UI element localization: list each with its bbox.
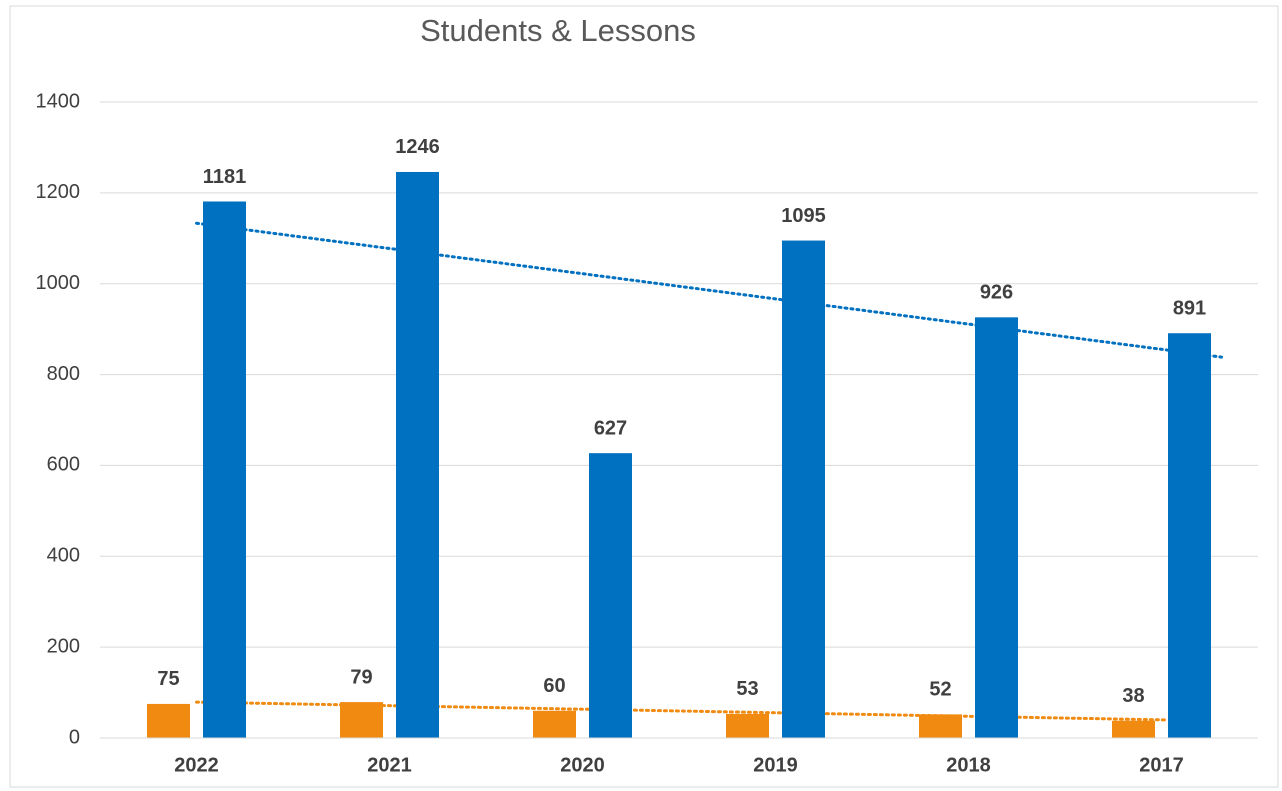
bar bbox=[1168, 333, 1211, 738]
data-label: 1095 bbox=[781, 205, 826, 227]
y-tick-label: 1200 bbox=[36, 181, 81, 203]
chart-frame bbox=[9, 5, 1279, 788]
x-tick-label: 2022 bbox=[174, 754, 219, 776]
y-tick-label: 600 bbox=[47, 454, 80, 476]
x-tick-label: 2018 bbox=[946, 754, 991, 776]
data-label: 52 bbox=[929, 679, 951, 701]
data-label: 926 bbox=[980, 282, 1013, 304]
y-tick-label: 800 bbox=[47, 363, 80, 385]
bar bbox=[1112, 720, 1155, 738]
y-tick-label: 1400 bbox=[36, 90, 81, 112]
data-label: 891 bbox=[1173, 298, 1206, 320]
y-tick-label: 400 bbox=[47, 545, 80, 567]
bar bbox=[147, 703, 190, 738]
data-label: 53 bbox=[736, 678, 758, 700]
x-tick-label: 2017 bbox=[1139, 754, 1184, 776]
y-tick-label: 0 bbox=[69, 726, 80, 748]
bar bbox=[919, 714, 962, 738]
x-tick-label: 2020 bbox=[560, 754, 605, 776]
bar bbox=[203, 201, 246, 738]
bar bbox=[589, 453, 632, 738]
bar bbox=[396, 171, 439, 738]
data-label: 1246 bbox=[395, 136, 440, 158]
data-label: 79 bbox=[350, 666, 372, 688]
chart-title: Students & Lessons bbox=[420, 13, 696, 48]
bar bbox=[975, 317, 1018, 738]
data-label: 1181 bbox=[203, 166, 246, 188]
x-tick-label: 2021 bbox=[367, 754, 412, 776]
x-tick-label: 2019 bbox=[753, 754, 798, 776]
data-label: 60 bbox=[543, 675, 565, 697]
bar bbox=[340, 702, 383, 738]
y-tick-label: 200 bbox=[47, 635, 80, 657]
bar bbox=[782, 240, 825, 739]
trendline bbox=[195, 221, 1223, 359]
data-label: 38 bbox=[1122, 685, 1144, 707]
bar bbox=[726, 713, 769, 738]
data-label: 627 bbox=[594, 417, 627, 439]
y-tick-label: 1000 bbox=[36, 272, 81, 294]
data-label: 75 bbox=[157, 668, 179, 690]
bar bbox=[533, 710, 576, 738]
